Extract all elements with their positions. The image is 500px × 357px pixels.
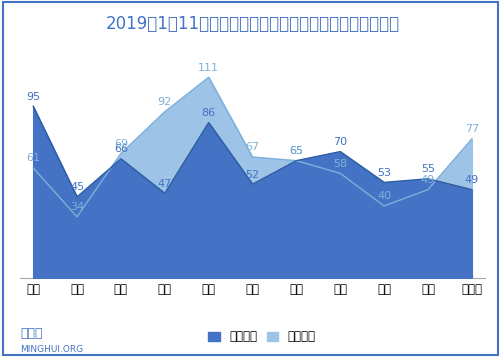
Text: MINGHUI.ORG: MINGHUI.ORG [20, 345, 83, 354]
Text: 77: 77 [464, 124, 479, 134]
Text: 49: 49 [421, 175, 435, 185]
Text: 92: 92 [158, 97, 172, 107]
Text: 55: 55 [421, 164, 435, 174]
Text: 69: 69 [114, 139, 128, 149]
Text: 65: 65 [290, 146, 304, 156]
Title: 2019年1～11月大陆法轮功学员遗廷审、判刑迫害人数统计: 2019年1～11月大陆法轮功学员遗廷审、判刑迫害人数统计 [106, 15, 400, 33]
Text: 86: 86 [202, 108, 215, 118]
Text: 34: 34 [70, 202, 84, 212]
Text: 52: 52 [246, 170, 260, 180]
Text: 58: 58 [333, 159, 347, 169]
Text: 95: 95 [26, 92, 40, 102]
Text: 67: 67 [246, 142, 260, 152]
Text: 53: 53 [377, 168, 391, 178]
Text: 明慧網: 明慧網 [20, 327, 42, 340]
Text: 65: 65 [290, 146, 304, 156]
Legend: 非法判刑, 非法廷审: 非法判刑, 非法廷审 [203, 326, 320, 348]
Text: 111: 111 [198, 63, 219, 73]
Text: 47: 47 [158, 179, 172, 189]
Text: 40: 40 [377, 191, 391, 201]
Text: 49: 49 [464, 175, 479, 185]
Text: 61: 61 [26, 154, 40, 164]
Text: 45: 45 [70, 182, 84, 192]
Text: 66: 66 [114, 144, 128, 154]
Text: 70: 70 [333, 137, 347, 147]
